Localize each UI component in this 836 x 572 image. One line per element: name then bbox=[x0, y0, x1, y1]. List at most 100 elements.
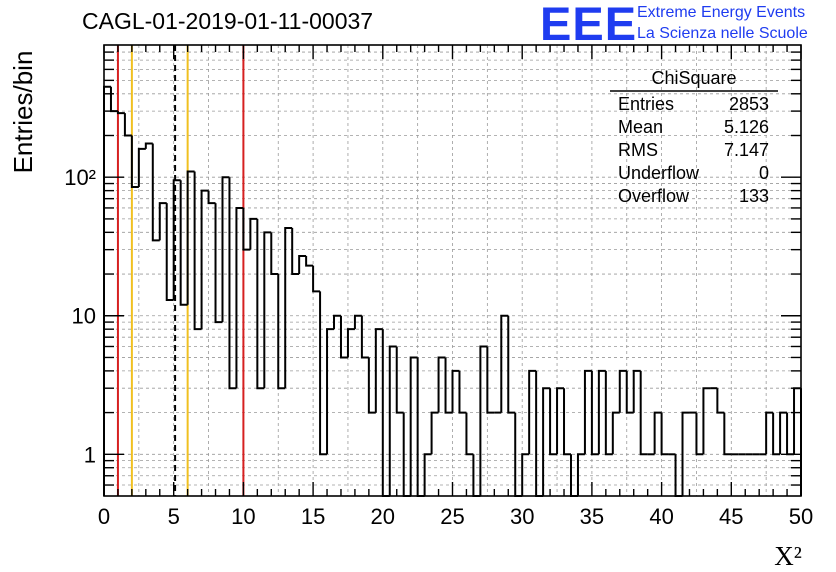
histogram-bin bbox=[625, 370, 634, 414]
x-tick-label: 35 bbox=[580, 504, 604, 529]
histogram-bin bbox=[653, 411, 662, 455]
x-tick-label: 0 bbox=[98, 504, 110, 529]
histogram-bin bbox=[507, 315, 516, 414]
x-tick-label: 40 bbox=[649, 504, 673, 529]
histogram-bin bbox=[298, 254, 307, 275]
histogram-bin bbox=[793, 387, 801, 455]
logo-line-2: La Scienza nelle Scuole bbox=[637, 25, 808, 42]
histogram-bin bbox=[479, 345, 488, 496]
histogram-bin bbox=[137, 147, 146, 187]
histogram-bin bbox=[542, 387, 551, 496]
x-tick-labels: 0 5 10 15 20 25 30 35 40 45 50 bbox=[98, 504, 813, 529]
histogram-bin bbox=[695, 412, 704, 456]
histogram-bin bbox=[256, 218, 265, 390]
histogram-bin bbox=[395, 346, 404, 414]
x-axis-title: X² bbox=[774, 541, 802, 571]
histogram-bin bbox=[444, 357, 453, 414]
histogram-bin bbox=[632, 369, 641, 413]
histogram-bin bbox=[528, 369, 537, 455]
y-tick-labels: 1 10 10² bbox=[64, 165, 96, 467]
histogram-bin bbox=[451, 369, 460, 413]
histogram-bin bbox=[277, 274, 286, 390]
histogram-bin bbox=[681, 411, 690, 496]
y-tick-label: 10 bbox=[72, 304, 96, 329]
histogram-bin bbox=[123, 113, 132, 137]
histogram-bin bbox=[437, 356, 446, 413]
histogram-bin bbox=[500, 314, 509, 413]
histogram-bin bbox=[765, 411, 774, 455]
histogram-bin bbox=[339, 315, 348, 359]
histogram-bin bbox=[151, 143, 160, 242]
histogram-bin bbox=[312, 265, 321, 293]
page-title: CAGL-01-2019-01-11-00037 bbox=[82, 8, 374, 34]
histogram-bin bbox=[465, 412, 474, 456]
stats-label: Overflow bbox=[618, 186, 690, 206]
x-tick-label: 30 bbox=[510, 504, 534, 529]
x-tick-label: 10 bbox=[231, 504, 255, 529]
y-tick-label: 10² bbox=[64, 165, 96, 190]
histogram-bin bbox=[319, 291, 328, 456]
histogram-bin bbox=[458, 370, 467, 414]
histogram-bin bbox=[165, 203, 174, 301]
stats-rows: Entries 2853 Mean 5.126 RMS 7.147 Underflow 0 Ov… bbox=[618, 94, 769, 206]
logo-mark: EEE bbox=[540, 0, 638, 50]
histogram-bin bbox=[702, 387, 711, 455]
stats-label: Underflow bbox=[618, 163, 700, 183]
histogram-bin bbox=[604, 370, 613, 456]
histogram-bin bbox=[214, 203, 223, 324]
histogram-bin bbox=[193, 171, 202, 331]
histogram-bin bbox=[723, 412, 732, 456]
stats-label: Entries bbox=[618, 94, 674, 114]
histogram-bin bbox=[207, 190, 216, 205]
histogram-bin bbox=[639, 370, 648, 456]
stats-label: Mean bbox=[618, 117, 663, 137]
histogram-bin bbox=[590, 370, 599, 456]
histogram-bin bbox=[333, 314, 341, 330]
histogram-bin bbox=[549, 388, 558, 456]
histogram-bin bbox=[360, 315, 369, 359]
y-axis-title: Entries/bin bbox=[8, 51, 38, 174]
histogram-bin bbox=[103, 85, 111, 496]
histogram-bin bbox=[367, 357, 376, 414]
histogram-bin bbox=[200, 189, 209, 330]
stats-box: ChiSquare Entries 2853 Mean 5.126 RMS 7.147 Un… bbox=[610, 68, 778, 206]
stats-label: RMS bbox=[618, 140, 658, 160]
histogram-bin bbox=[576, 453, 585, 496]
x-tick-label: 20 bbox=[371, 504, 395, 529]
histogram-bin bbox=[235, 206, 244, 389]
histogram-bin bbox=[716, 388, 725, 414]
x-tick-label: 25 bbox=[440, 504, 464, 529]
histogram-bin bbox=[563, 388, 571, 456]
histogram-bin bbox=[346, 328, 355, 358]
histogram-bin bbox=[416, 357, 425, 497]
histogram-bin bbox=[486, 346, 495, 414]
histogram-bin bbox=[291, 227, 300, 276]
stats-value: 2853 bbox=[729, 94, 769, 114]
stats-title: ChiSquare bbox=[651, 68, 736, 88]
y-tick-label: 1 bbox=[84, 442, 96, 467]
histogram-bin bbox=[186, 170, 195, 305]
histogram-bin bbox=[409, 356, 418, 496]
x-tick-label: 45 bbox=[719, 504, 743, 529]
x-tick-label: 50 bbox=[789, 504, 813, 529]
histogram-bin bbox=[618, 369, 627, 413]
histogram-bin bbox=[423, 453, 432, 496]
stats-value: 0 bbox=[759, 163, 769, 183]
histogram-bin bbox=[611, 411, 620, 455]
x-tick-label: 5 bbox=[168, 504, 180, 529]
histogram-bin bbox=[249, 217, 258, 250]
histogram-bin bbox=[109, 86, 118, 113]
histogram-bin bbox=[388, 345, 397, 496]
histogram-bin bbox=[779, 411, 788, 455]
logo-line-1: Extreme Energy Events bbox=[637, 4, 806, 21]
histogram-bin bbox=[535, 370, 544, 497]
histogram-bin bbox=[221, 176, 230, 323]
histogram-bin bbox=[353, 314, 362, 330]
histogram-bin bbox=[374, 328, 383, 413]
histogram-bin bbox=[786, 412, 795, 456]
histogram-bin bbox=[597, 369, 606, 455]
stats-value: 133 bbox=[739, 186, 769, 206]
histogram-bin bbox=[116, 111, 125, 115]
histogram-bin bbox=[172, 179, 181, 300]
histogram-bin bbox=[270, 232, 279, 276]
